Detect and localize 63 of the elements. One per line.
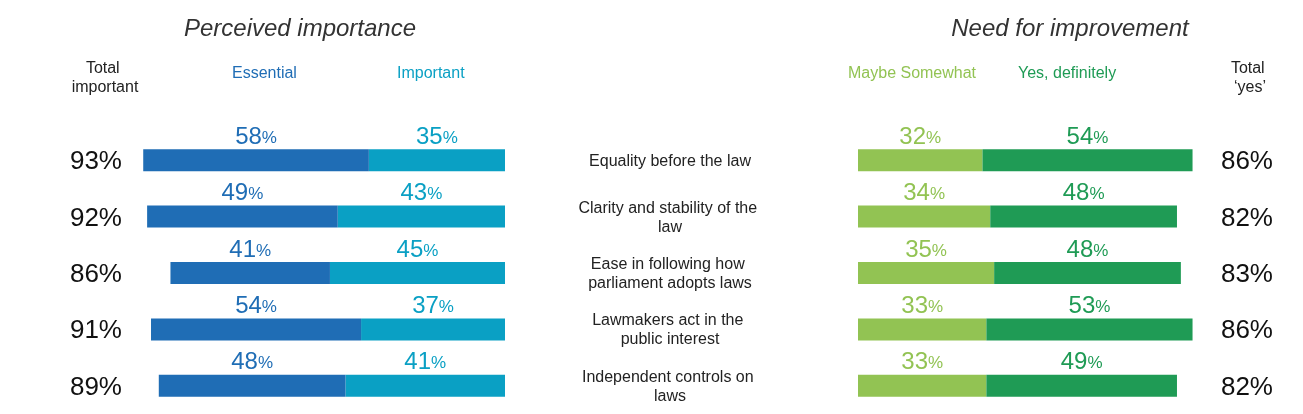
data-label: 53% [1068, 290, 1111, 318]
data-label: 48% [1066, 234, 1109, 262]
chart-title: Perceived importance [183, 13, 417, 41]
bar [986, 318, 1193, 341]
total-label: 93% [69, 145, 122, 176]
chart-title: Need for improvement [951, 13, 1191, 41]
bar [982, 149, 1193, 172]
bar [368, 149, 505, 172]
data-label: 37% [412, 290, 454, 318]
y-tick-label: Independent controls on laws [581, 367, 759, 404]
data-label: 54% [235, 290, 277, 318]
total-label: 86% [69, 258, 122, 288]
bar [858, 374, 987, 397]
bar [858, 262, 995, 284]
bar [170, 262, 330, 284]
total-label: 89% [69, 370, 122, 401]
total-label: 83% [1220, 258, 1273, 288]
data-label: 35% [905, 234, 947, 262]
y-tick-label: Clarity and stability of the law [578, 198, 762, 235]
bar [858, 205, 991, 228]
data-label: 54% [1066, 121, 1109, 149]
bar [329, 262, 505, 284]
y-tick-label: Lawmakers act in the public interest [592, 311, 748, 348]
data-label: 43% [400, 178, 443, 206]
bar [994, 262, 1181, 284]
text: Maybe Somewhat [848, 64, 977, 81]
data-label: 32% [899, 121, 942, 149]
text: Important [397, 64, 466, 81]
text: Total ‘yes’ [1230, 59, 1270, 95]
data-label: 58% [235, 121, 277, 149]
data-label: 49% [221, 178, 264, 206]
data-label: 48% [1062, 178, 1105, 206]
data-label: 48% [231, 347, 274, 375]
total-label: 86% [1220, 145, 1273, 176]
data-label: 41% [404, 347, 447, 375]
data-label: 45% [396, 234, 439, 262]
total-label: 92% [69, 201, 122, 232]
bar [990, 205, 1177, 228]
bar [151, 318, 362, 341]
bar [143, 149, 369, 172]
bar [858, 318, 987, 341]
bar [361, 318, 505, 341]
text: Essential [232, 64, 297, 81]
data-label: 41% [229, 234, 272, 262]
text: Total important [71, 59, 139, 95]
data-label: 35% [416, 121, 458, 149]
bar [986, 374, 1177, 397]
total-label: 86% [1220, 314, 1273, 345]
bar [158, 374, 346, 397]
total-label: 91% [69, 314, 122, 345]
bar [345, 374, 505, 397]
y-tick-label: Equality before the law [589, 151, 752, 169]
bar [147, 205, 338, 228]
y-tick-label: Ease in following how parliament adopts laws [588, 255, 752, 291]
text: Yes, definitely [1018, 64, 1117, 81]
data-label: 49% [1060, 347, 1103, 375]
total-label: 82% [1220, 370, 1273, 401]
data-label: 33% [901, 290, 944, 318]
data-label: 34% [903, 178, 946, 206]
data-label: 33% [901, 347, 944, 375]
bar [337, 205, 505, 228]
bar [858, 149, 983, 172]
total-label: 82% [1220, 201, 1273, 232]
